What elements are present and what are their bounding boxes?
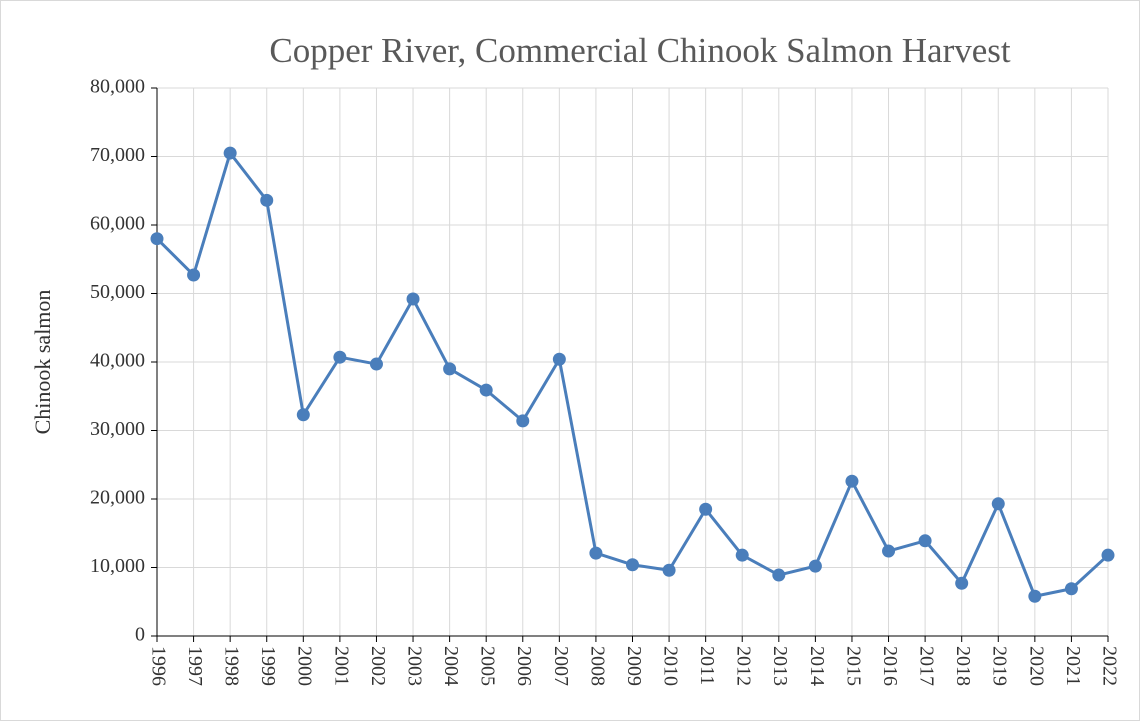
x-tick-label: 2016 [879,646,901,686]
data-point [699,502,713,516]
y-tick-label: 10,000 [90,555,145,577]
x-tick-label: 2012 [733,646,755,686]
data-point [808,559,822,573]
data-point [552,352,566,366]
data-point [406,292,420,306]
data-point [626,558,639,572]
x-tick-label: 2022 [1098,646,1120,686]
data-point [369,357,383,371]
x-tick-label: 2020 [1025,646,1047,686]
x-tick-label: 2003 [403,646,425,686]
x-tick-label: 2001 [330,646,352,686]
y-tick-label: 40,000 [90,350,145,372]
data-point [845,474,859,488]
data-point [882,544,896,558]
y-tick-label: 0 [135,624,145,646]
x-tick-label: 2009 [623,646,645,686]
data-point [479,383,493,397]
data-point [223,146,237,160]
x-tick-label: 1996 [147,646,169,686]
data-point [150,232,164,246]
data-point [662,563,676,577]
data-point [296,408,310,422]
x-tick-label: 2018 [952,646,974,686]
data-point [589,546,603,560]
x-tick-label: 2019 [989,646,1011,686]
x-tick-label: 2015 [842,646,864,686]
x-tick-label: 2007 [550,646,572,686]
x-tick-label: 2006 [513,646,535,686]
x-tick-label: 2005 [477,646,499,686]
x-tick-label: 2011 [696,646,718,685]
data-point [1064,582,1078,596]
y-tick-label: 50,000 [90,281,145,303]
y-tick-label: 30,000 [90,418,145,440]
x-tick-label: 2004 [440,646,462,686]
data-point [1101,548,1115,562]
x-tick-label: 2010 [659,646,681,686]
data-point [187,268,201,282]
x-tick-label: 2021 [1062,646,1084,686]
x-tick-label: 2000 [294,646,316,686]
data-point [1028,589,1042,603]
x-tick-label: 1999 [257,646,279,686]
chart-title: Copper River, Commercial Chinook Salmon … [269,31,1011,70]
x-tick-label: 2002 [367,646,389,686]
y-tick-label: 80,000 [90,76,145,98]
data-point [516,414,530,428]
x-tick-label: 1998 [221,646,243,686]
x-tick-label: 2014 [806,646,828,686]
data-point [735,548,749,562]
x-tick-label: 2008 [586,646,608,686]
data-point [918,534,932,548]
data-point [955,576,969,590]
y-tick-label: 20,000 [90,487,145,509]
y-tick-label: 70,000 [90,144,145,166]
data-point [991,497,1005,511]
y-axis-label: Chinook salmon [30,290,55,435]
data-point [260,193,274,207]
x-tick-label: 1997 [184,646,206,686]
x-tick-label: 2013 [769,646,791,686]
x-tick-label: 2017 [916,646,938,686]
y-tick-label: 60,000 [90,213,145,235]
data-point [443,362,457,376]
data-point [333,350,347,364]
data-point [772,568,786,582]
